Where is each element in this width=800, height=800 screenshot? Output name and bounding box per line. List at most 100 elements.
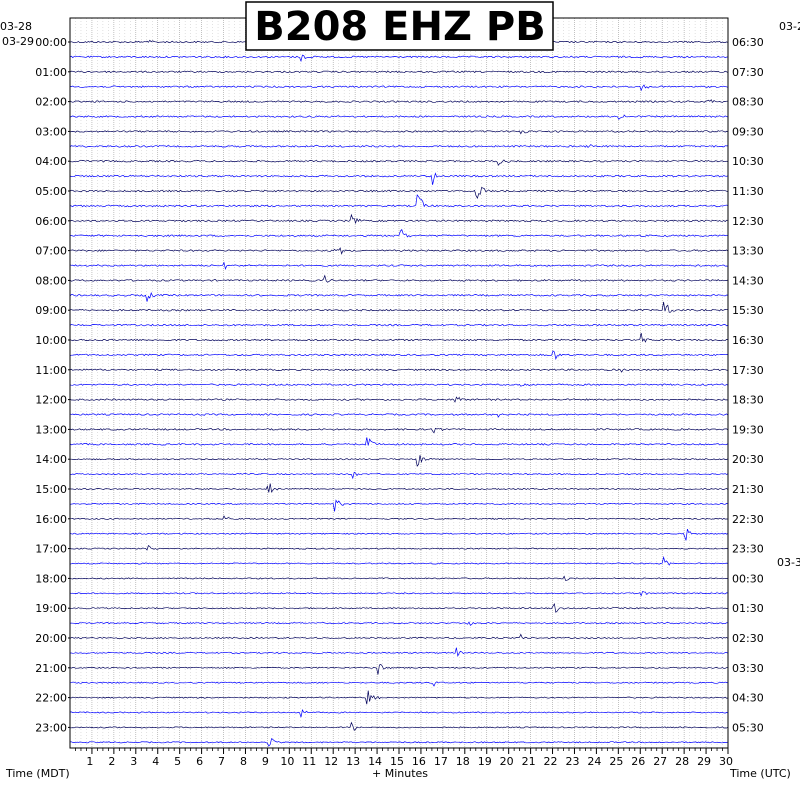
x-tick-label: 22 — [544, 755, 558, 768]
trace-line — [69, 528, 729, 541]
trace-line — [69, 590, 729, 597]
trace-line — [69, 575, 729, 581]
left-hour-label: 17:00 — [35, 543, 67, 556]
right-hour-label: 23:30 — [732, 543, 764, 556]
x-tick-label: 8 — [240, 755, 247, 768]
trace-line — [69, 437, 729, 446]
left-date-top: 03-28 — [0, 20, 32, 33]
x-tick-label: 6 — [196, 755, 203, 768]
trace-line — [69, 228, 729, 238]
chart-title: B208 EHZ PB — [254, 4, 545, 50]
x-tick-label: 18 — [456, 755, 470, 768]
title-box — [245, 1, 554, 51]
trace-line — [69, 114, 729, 120]
x-tick-label: 10 — [280, 755, 294, 768]
right-hour-label: 04:30 — [732, 692, 764, 705]
trace-line — [69, 333, 729, 343]
left-hour-label: 11:00 — [35, 364, 67, 377]
right-hour-label: 10:30 — [732, 155, 764, 168]
x-tick-label: 23 — [565, 755, 579, 768]
right-hour-label: 18:30 — [732, 394, 764, 407]
right-hour-label: 02:30 — [732, 632, 764, 645]
trace-line — [69, 621, 729, 626]
trace-line — [69, 99, 728, 104]
trace-line — [69, 709, 729, 718]
trace-line — [69, 301, 729, 313]
left-hour-label: 06:00 — [35, 215, 67, 228]
trace-line — [69, 499, 729, 512]
x-tick-label: 28 — [675, 755, 689, 768]
x-tick-label: 17 — [434, 755, 448, 768]
grid — [69, 18, 729, 748]
x-tick-label: 16 — [412, 755, 426, 768]
trace-line — [69, 515, 728, 520]
x-tick-label: 7 — [218, 755, 225, 768]
left-hour-label: 23:00 — [35, 721, 67, 734]
trace-line — [69, 54, 729, 63]
right-hour-label: 16:30 — [732, 334, 764, 347]
x-tick-label: 5 — [174, 755, 181, 768]
x-axis-label: + Minutes — [372, 767, 428, 780]
right-hour-label: 17:30 — [732, 364, 764, 377]
trace-line — [69, 291, 729, 302]
x-tick-label: 24 — [587, 755, 601, 768]
left-hour-label: 20:00 — [35, 632, 67, 645]
right-hour-label: 06:30 — [732, 36, 764, 49]
trace-line — [69, 471, 729, 480]
right-hour-label: 08:30 — [732, 96, 764, 109]
right-hour-label: 09:30 — [732, 125, 764, 138]
left-hour-label: 21:00 — [35, 662, 67, 675]
trace-line — [69, 368, 729, 373]
left-hour-label: 02:00 — [35, 96, 67, 109]
trace-line — [70, 455, 729, 467]
trace-line — [69, 738, 729, 747]
x-tick-label: 19 — [478, 755, 492, 768]
trace-line — [69, 194, 729, 208]
right-hour-label: 13:30 — [732, 245, 764, 258]
left-hour-label: 07:00 — [35, 245, 67, 258]
trace-line — [69, 213, 729, 225]
trace-line — [69, 350, 729, 361]
x-tick-label: 13 — [346, 755, 360, 768]
x-tick-label: 2 — [108, 755, 115, 768]
trace-line — [69, 247, 729, 255]
trace-line — [69, 483, 729, 493]
left-hour-label: 00:00 — [35, 36, 67, 49]
trace-line — [69, 396, 729, 403]
trace-line — [69, 413, 729, 418]
right-axis-label: Time (UTC) — [729, 767, 791, 780]
traces — [69, 39, 729, 747]
trace-line — [69, 130, 729, 135]
right-hour-label: 03:30 — [732, 662, 764, 675]
x-tick-label: 26 — [631, 755, 645, 768]
right-hour-label: 01:30 — [732, 602, 764, 615]
x-tick-label: 9 — [262, 755, 269, 768]
x-tick-label: 21 — [522, 755, 536, 768]
right-hour-label: 14:30 — [732, 274, 764, 287]
trace-line — [69, 663, 729, 675]
right-hour-label: 22:30 — [732, 513, 764, 526]
x-tick-label: 29 — [697, 755, 711, 768]
x-tick-label: 15 — [390, 755, 404, 768]
right-hour-label: 19:30 — [732, 423, 764, 436]
trace-line — [69, 633, 729, 640]
left-hour-label: 16:00 — [35, 513, 67, 526]
left-hour-label: 09:00 — [35, 304, 67, 317]
right-date-mid: 03-3 — [777, 556, 800, 569]
x-tick-label: 11 — [302, 755, 316, 768]
left-hour-label: 13:00 — [35, 423, 67, 436]
trace-line — [69, 545, 729, 551]
x-tick-label: 25 — [609, 755, 623, 768]
left-hour-label: 04:00 — [35, 155, 67, 168]
left-hour-label: 22:00 — [35, 692, 67, 705]
trace-line — [69, 427, 729, 434]
left-hour-label: 08:00 — [35, 274, 67, 287]
x-tick-label: 14 — [368, 755, 382, 768]
right-hour-label: 11:30 — [732, 185, 764, 198]
x-tick-label: 1 — [86, 755, 93, 768]
left-hour-label: 12:00 — [35, 394, 67, 407]
x-tick-label: 12 — [324, 755, 338, 768]
right-hour-label: 05:30 — [732, 721, 764, 734]
x-tick-label: 30 — [719, 755, 733, 768]
trace-line — [69, 274, 729, 283]
